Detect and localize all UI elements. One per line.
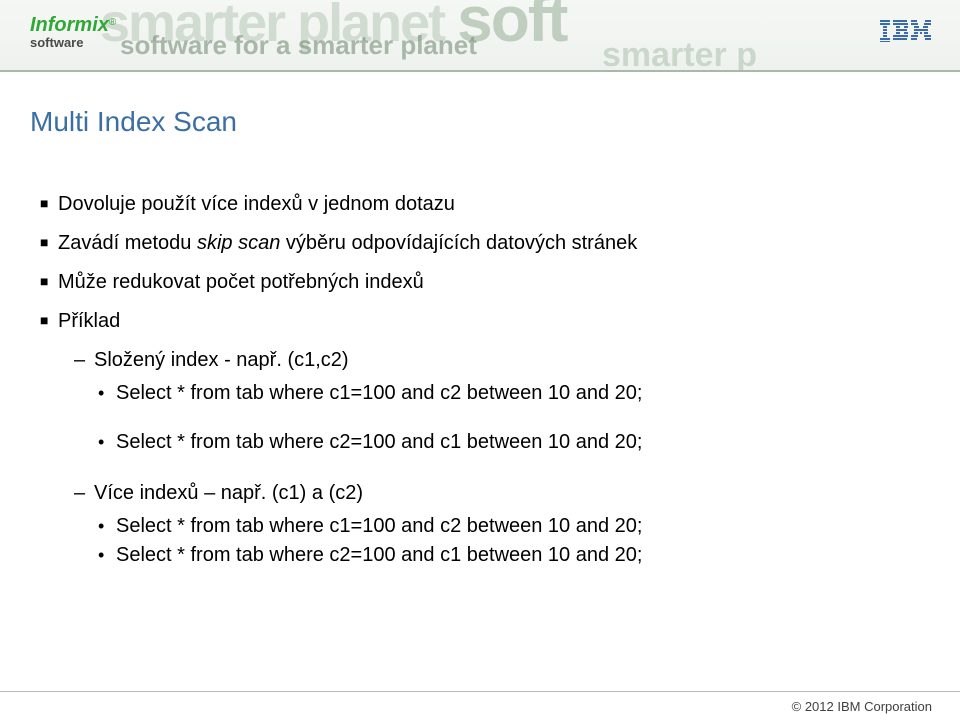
informix-brand: Informix	[30, 14, 109, 36]
code-text: Select * from tab where c2=100 and c1 be…	[116, 541, 900, 570]
code-text: Select * from tab where c2=100 and c1 be…	[116, 428, 900, 457]
header-banner: smarter planet soft IBM software for a s…	[0, 0, 960, 70]
subsubbullet-item: • Select * from tab where c2=100 and c1 …	[98, 541, 900, 570]
trademark-icon: ®	[109, 17, 116, 28]
header-divider	[0, 70, 960, 72]
bullet-text: Dovoluje použít více indexů v jednom dot…	[58, 190, 900, 219]
subsubbullet-group: • Select * from tab where c1=100 and c2 …	[98, 512, 900, 570]
subsubbullet-group: • Select * from tab where c1=100 and c2 …	[98, 379, 900, 408]
bullet-item: ■ Zavádí metodu skip scan výběru odpovíd…	[40, 229, 900, 258]
footer-divider	[0, 691, 960, 692]
bullet-marker-icon: ■	[40, 268, 58, 297]
bullet-marker-icon: ■	[40, 307, 58, 336]
subbullet-group: – Složený index - např. (c1,c2)	[74, 346, 900, 375]
informix-logo: Informix® software	[30, 14, 116, 50]
code-text: Select * from tab where c1=100 and c2 be…	[116, 379, 900, 408]
bullet-text: Zavádí metodu skip scan výběru odpovídaj…	[58, 229, 900, 258]
subbullet-group: – Více indexů – např. (c1) a (c2)	[74, 479, 900, 508]
subsubbullet-item: • Select * from tab where c1=100 and c2 …	[98, 512, 900, 541]
subsubbullet-group: • Select * from tab where c2=100 and c1 …	[98, 428, 900, 457]
subbullet-item: – Složený index - např. (c1,c2)	[74, 346, 900, 375]
dash-marker-icon: –	[74, 479, 94, 508]
subsubbullet-item: • Select * from tab where c1=100 and c2 …	[98, 379, 900, 408]
text-span: Zavádí metodu	[58, 232, 197, 254]
copyright-text: © 2012 IBM Corporation	[792, 699, 932, 714]
subbullet-text: Více indexů – např. (c1) a (c2)	[94, 479, 900, 508]
slide-body: ■ Dovoluje použít více indexů v jednom d…	[40, 190, 900, 570]
bullet-marker-icon: ■	[40, 190, 58, 219]
bullet-text: Příklad	[58, 307, 900, 336]
slide: smarter planet soft IBM software for a s…	[0, 0, 960, 726]
dot-marker-icon: •	[98, 541, 116, 570]
slide-title: Multi Index Scan	[30, 106, 237, 138]
subbullet-item: – Více indexů – např. (c1) a (c2)	[74, 479, 900, 508]
subbullet-text: Složený index - např. (c1,c2)	[94, 346, 900, 375]
bullet-text: Může redukovat počet potřebných indexů	[58, 268, 900, 297]
dot-marker-icon: •	[98, 512, 116, 541]
banner-ghost-subtext: software for a smarter planet	[120, 30, 477, 61]
subsubbullet-item: • Select * from tab where c2=100 and c1 …	[98, 428, 900, 457]
code-text: Select * from tab where c1=100 and c2 be…	[116, 512, 900, 541]
ibm-logo	[880, 20, 932, 47]
bullet-item: ■ Příklad	[40, 307, 900, 336]
dash-marker-icon: –	[74, 346, 94, 375]
bullet-item: ■ Dovoluje použít více indexů v jednom d…	[40, 190, 900, 219]
dot-marker-icon: •	[98, 379, 116, 408]
banner-ghost-smarter: smarter p	[602, 36, 757, 70]
informix-subbrand: software	[30, 35, 116, 50]
text-emphasis: skip scan	[197, 232, 280, 254]
text-span: výběru odpovídajících datových stránek	[280, 232, 637, 254]
bullet-marker-icon: ■	[40, 229, 58, 258]
bullet-item: ■ Může redukovat počet potřebných indexů	[40, 268, 900, 297]
dot-marker-icon: •	[98, 428, 116, 457]
